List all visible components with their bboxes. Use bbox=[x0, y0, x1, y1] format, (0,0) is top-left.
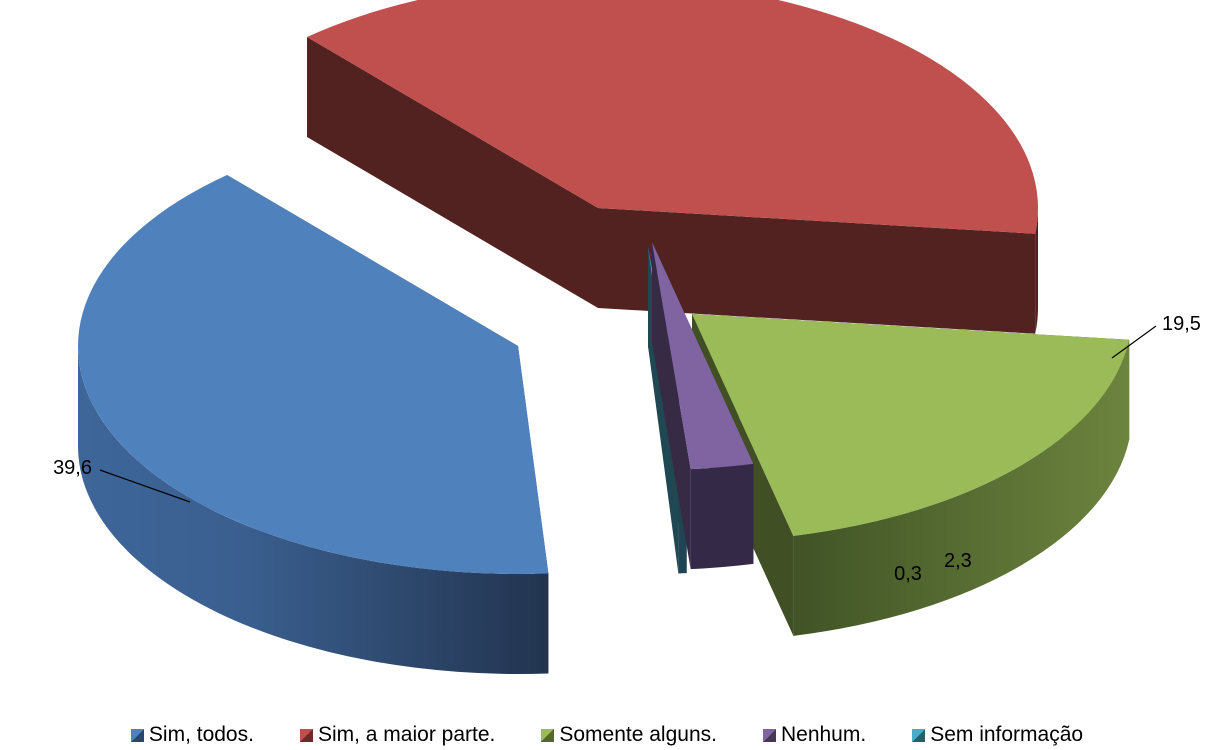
slice-sim-todos bbox=[78, 174, 549, 674]
data-label: 0,3 bbox=[894, 563, 922, 585]
legend-label: Sim, todos. bbox=[148, 723, 254, 746]
legend-item: Somente alguns. bbox=[541, 723, 717, 747]
legend-label: Nenhum. bbox=[780, 723, 867, 746]
legend: Sim, todos. Sim, a maior parte. Somente al… bbox=[0, 720, 1214, 750]
slice-nenhum bbox=[652, 242, 754, 570]
slice-sim-a-maior-parte bbox=[307, 0, 1038, 334]
pie-chart: 39,6 19,5 2,3 0,3 bbox=[53, 0, 1201, 674]
data-label: 19,5 bbox=[1162, 313, 1201, 335]
data-label: 2,3 bbox=[944, 550, 972, 572]
legend-label: Sem informação bbox=[930, 723, 1084, 746]
legend-item: Sim, todos. bbox=[130, 723, 254, 747]
legend-swatch bbox=[299, 728, 313, 742]
data-label: 39,6 bbox=[53, 457, 92, 479]
legend-swatch bbox=[912, 728, 926, 742]
legend-item: Sem informação bbox=[912, 723, 1083, 747]
leader-line bbox=[1111, 325, 1157, 359]
leader-line bbox=[99, 469, 191, 503]
legend-label: Somente alguns. bbox=[559, 723, 717, 746]
legend-item: Sim, a maior parte. bbox=[299, 723, 496, 747]
legend-swatch bbox=[130, 728, 144, 742]
legend-label: Sim, a maior parte. bbox=[317, 723, 496, 746]
legend-item: Nenhum. bbox=[762, 723, 867, 747]
slice-somente-alguns bbox=[692, 314, 1130, 636]
legend-swatch bbox=[762, 728, 776, 742]
legend-swatch bbox=[541, 728, 555, 742]
